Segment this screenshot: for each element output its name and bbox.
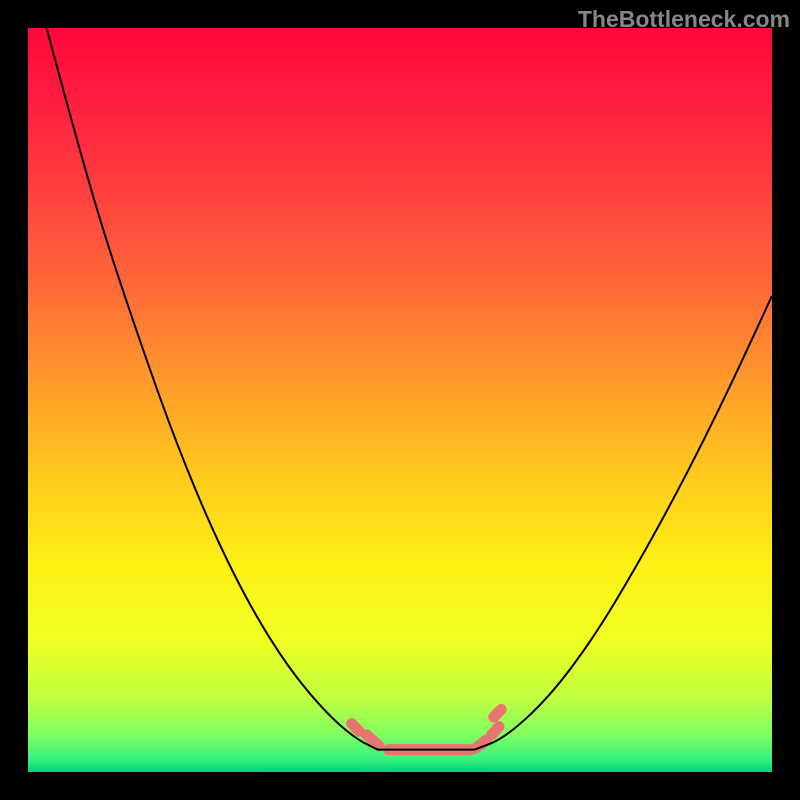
bottleneck-chart [0, 0, 800, 800]
chart-container: TheBottleneck.com [0, 0, 800, 800]
plot-background [28, 28, 772, 772]
marker-segment [492, 727, 499, 735]
marker-segment [352, 724, 359, 731]
watermark-text: TheBottleneck.com [578, 6, 790, 33]
marker-segment [494, 710, 501, 717]
